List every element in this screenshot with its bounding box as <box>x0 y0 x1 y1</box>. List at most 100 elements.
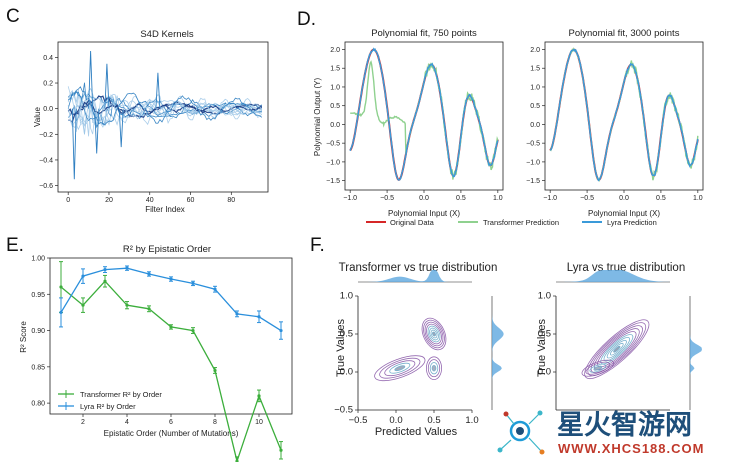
chart-c-kernel-line <box>67 90 262 122</box>
chart-c-ytick-label: 0.2 <box>43 81 53 88</box>
chart-f2-right-marginal <box>690 296 702 410</box>
chart-c-ytick-label: −0.6 <box>39 183 53 190</box>
chart-d1-ytick-label: 0.0 <box>330 122 340 129</box>
legend-label-transformer-r2: Transformer R² by Order <box>80 390 162 399</box>
chart-f2-contour-level <box>589 363 607 373</box>
watermark-url-text: WWW.XHCS188.COM <box>558 441 704 456</box>
chart-f2-contour-level <box>606 339 627 359</box>
chart-d2-original-line <box>549 48 699 181</box>
chart-c-xtick-label: 80 <box>227 197 235 204</box>
chart-f2-contour-level <box>590 325 643 374</box>
chart-f1-contour-level <box>432 331 436 337</box>
chart-d-legend: Original Data Transformer Prediction Lyr… <box>366 218 657 227</box>
chart-d1-xtick-label: −1.0 <box>343 195 357 202</box>
chart-e-transformer-point <box>125 303 129 307</box>
chart-d1-ytick-label: −1.5 <box>326 178 340 185</box>
chart-e-transformer-point <box>235 459 239 462</box>
panel-label-c: C <box>6 6 20 27</box>
chart-d2-xtick-label: −0.5 <box>580 195 594 202</box>
chart-f2-contour-level <box>585 361 611 375</box>
chart-c-kernel-spike <box>155 72 161 109</box>
chart-d1-ytick-label: 2.0 <box>330 47 340 54</box>
chart-f1-contour-level <box>426 323 442 345</box>
chart-d1-ylabel: Polynomial Output (Y) <box>313 78 322 157</box>
chart-e-lyra-point <box>103 268 107 272</box>
chart-d1-xtick-label: 0.0 <box>419 195 429 202</box>
chart-e-lyra-point <box>235 312 239 316</box>
watermark: 星火智游网 WWW.XHCS188.COM <box>497 410 704 456</box>
chart-e-ylabel: R² Score <box>19 321 28 353</box>
chart-c-kernel-line <box>67 93 263 128</box>
chart-e-xlabel: Epistatic Order (Number of Mutations) <box>104 429 239 438</box>
chart-e-xtick-label: 8 <box>213 419 217 426</box>
chart-d2-ytick-label: −0.5 <box>526 141 540 148</box>
chart-c-kernel-spike <box>88 50 94 109</box>
chart-f1-contour-level <box>421 317 447 351</box>
chart-e-ytick-label: 0.85 <box>31 364 45 371</box>
chart-c-title: S4D Kernels <box>140 29 194 40</box>
chart-f2-contour-level <box>609 342 624 356</box>
legend-label-transformer: Transformer Prediction <box>483 218 559 227</box>
chart-f1-contour-level <box>430 329 438 339</box>
chart-c-ytick-label: 0.0 <box>43 106 53 113</box>
watermark-brand-text: 星火智游网 <box>557 410 692 441</box>
chart-d1-ytick-label: 0.5 <box>330 103 340 110</box>
panel-label-e: E. <box>6 235 24 256</box>
chart-e-lyra-point <box>169 277 173 281</box>
chart-e-transformer-point <box>103 279 107 283</box>
chart-d1-ytick-label: 1.5 <box>330 66 340 73</box>
panel-label-f: F. <box>310 235 325 256</box>
chart-f1-contour-level <box>431 364 437 372</box>
chart-f2-contour-level <box>593 365 603 371</box>
chart-c-kernel-spike <box>71 108 77 180</box>
chart-e-ytick-label: 0.80 <box>31 401 45 408</box>
chart-f2-ylabel: True Values <box>536 318 548 377</box>
chart-f1-ylabel: True Values <box>335 318 347 377</box>
chart-f2-ytick-label: 0.5 <box>538 329 551 340</box>
chart-c-xtick-label: 40 <box>146 197 154 204</box>
chart-c-xtick-label: 20 <box>105 197 113 204</box>
chart-c-xtick-label: 60 <box>187 197 195 204</box>
chart-c-kernel-spike <box>118 108 124 148</box>
chart-e-xtick-label: 2 <box>81 419 85 426</box>
chart-f1-xtick-label: 0.0 <box>389 415 402 426</box>
chart-f1-contour-level <box>384 360 416 377</box>
chart-d1-xtick-label: −0.5 <box>380 195 394 202</box>
chart-f1-xtick-label: 0.5 <box>427 415 440 426</box>
chart-e-lyra-point <box>279 328 283 333</box>
chart-f2-contour-level <box>597 331 637 368</box>
chart-c-kernel-spike <box>94 108 100 154</box>
chart-f1-right-marginal <box>492 296 504 410</box>
chart-d2-xtick-label: 0.0 <box>619 195 629 202</box>
chart-e-ytick-label: 0.90 <box>31 328 45 335</box>
chart-f1-ytick-label: 0.5 <box>340 329 353 340</box>
chart-e-lyra-point <box>147 272 151 276</box>
chart-f1-contour-level <box>425 356 442 381</box>
chart-f2-ytick-label: 0.0 <box>538 367 551 378</box>
chart-d1-xlabel: Polynomial Input (X) <box>388 209 460 218</box>
chart-d1-lyra-line <box>349 47 499 181</box>
chart-d1-title: Polynomial fit, 750 points <box>371 28 477 39</box>
chart-d1-xtick-label: 1.0 <box>493 195 503 202</box>
chart-f2-contour-level <box>613 345 621 353</box>
chart-d2-ytick-label: −1.0 <box>526 159 540 166</box>
chart-c-kernel-line <box>68 86 263 126</box>
chart-e-ytick-label: 1.00 <box>31 256 45 263</box>
chart-e-lyra-point <box>257 315 261 319</box>
chart-f1-ytick-label: −0.5 <box>334 405 353 416</box>
chart-c-frame <box>57 41 269 193</box>
chart-f2-contour-level <box>581 359 615 377</box>
chart-e-transformer-point <box>191 328 195 333</box>
chart-f1-title: Transformer vs true distribution <box>339 262 498 274</box>
chart-f2-ytick-label: 1.0 <box>538 291 551 302</box>
chart-c-kernel-line <box>67 93 263 135</box>
chart-f1-contour-level <box>394 365 406 372</box>
chart-f1-xlabel: Predicted Values <box>375 426 458 438</box>
chart-c-kernel-spike <box>104 63 110 109</box>
chart-marks: 0 20 40 60 80 −0.6 −0.4 −0.2 0.0 0.2 0.4 −1.0 −0.5 0.… <box>31 41 704 462</box>
chart-e-lyra-point <box>59 310 63 315</box>
chart-d2-ytick-label: 2.0 <box>530 47 540 54</box>
chart-e-lyra-point <box>191 281 195 285</box>
chart-c-xlabel: Filter Index <box>145 205 185 214</box>
chart-f1-xtick-label: 1.0 <box>465 415 478 426</box>
